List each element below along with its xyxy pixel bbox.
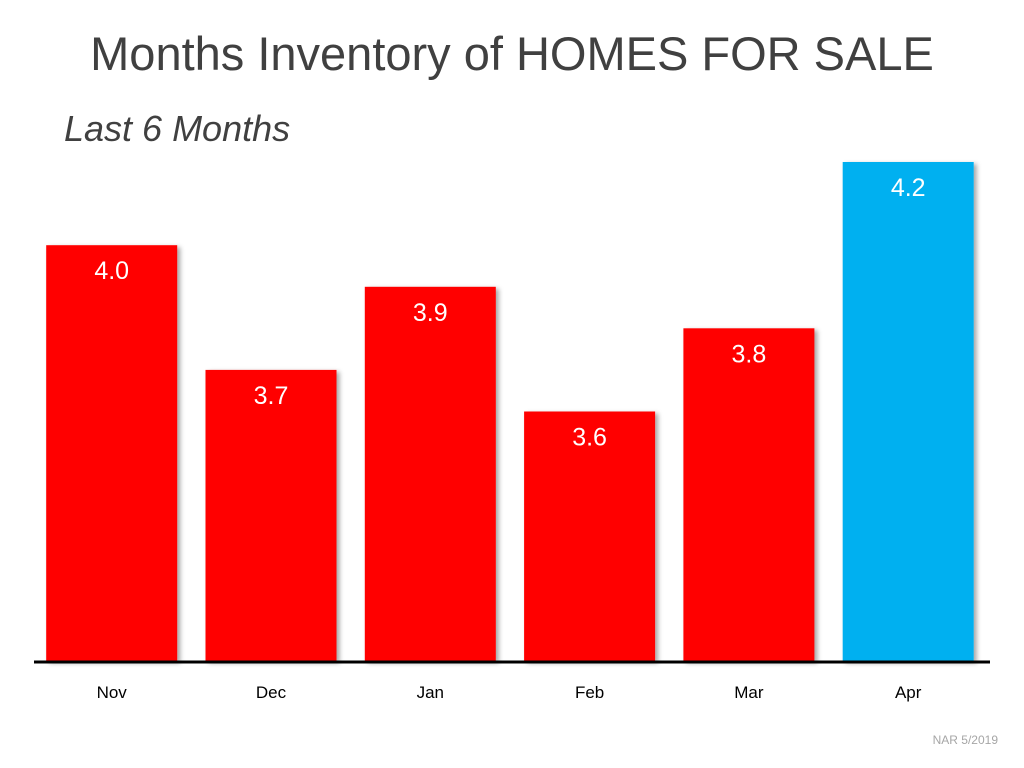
- value-label-feb: 3.6: [572, 424, 607, 452]
- bar-dec: [205, 369, 337, 661]
- tick-label-nov: Nov: [97, 683, 128, 702]
- chart-title: Months Inventory of HOMES FOR SALE: [90, 27, 934, 80]
- bar-jan: [364, 286, 496, 661]
- value-labels-group: 4.0 3.7 3.9 3.6 3.8 4.2: [94, 174, 925, 452]
- tick-label-jan: Jan: [417, 683, 444, 702]
- tick-labels-group: Nov Dec Jan Feb Mar Apr: [97, 683, 922, 702]
- tick-label-feb: Feb: [575, 683, 604, 702]
- value-label-dec: 3.7: [254, 382, 289, 410]
- value-label-mar: 3.8: [732, 340, 767, 368]
- value-label-jan: 3.9: [413, 299, 448, 327]
- bar-apr: [842, 162, 974, 661]
- value-label-apr: 4.2: [891, 174, 926, 202]
- tick-label-mar: Mar: [734, 683, 764, 702]
- tick-label-dec: Dec: [256, 683, 287, 702]
- bar-nov: [46, 245, 178, 661]
- bar-feb: [524, 411, 656, 661]
- bars-group: [46, 162, 974, 661]
- tick-label-apr: Apr: [895, 683, 922, 702]
- chart-subtitle: Last 6 Months: [64, 108, 291, 149]
- bar-mar: [683, 328, 815, 661]
- value-label-nov: 4.0: [94, 257, 129, 285]
- source-note: NAR 5/2019: [932, 733, 998, 747]
